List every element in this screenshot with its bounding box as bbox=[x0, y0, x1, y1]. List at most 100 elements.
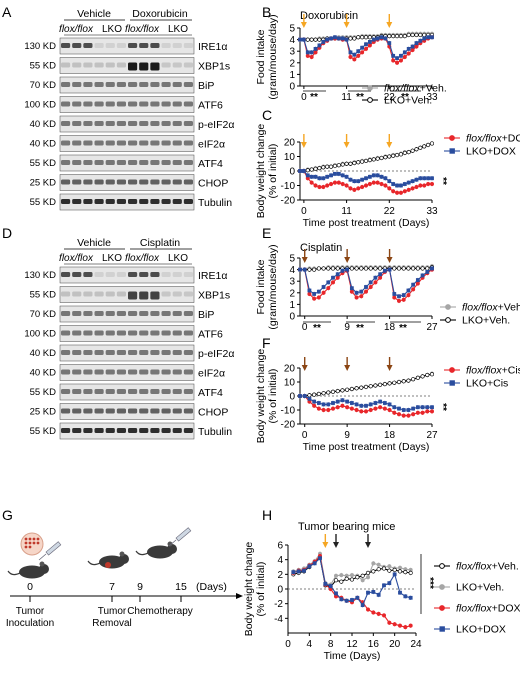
blot-band bbox=[172, 369, 182, 375]
panel-label-e: E bbox=[262, 225, 271, 241]
data-point bbox=[378, 382, 383, 387]
data-point bbox=[335, 399, 340, 404]
data-point bbox=[356, 49, 361, 54]
blot-band bbox=[183, 179, 193, 185]
timeline-tick-label: 9 bbox=[137, 581, 143, 593]
blot-band bbox=[161, 121, 171, 126]
blot-band bbox=[116, 140, 126, 146]
data-point bbox=[312, 403, 317, 408]
syringe-needle-icon bbox=[38, 553, 47, 561]
data-point bbox=[397, 569, 402, 574]
blot-band bbox=[150, 389, 160, 394]
mouse-body-icon bbox=[19, 565, 45, 579]
panel-label-a: A bbox=[2, 4, 12, 20]
data-point bbox=[392, 405, 397, 410]
blot-band bbox=[83, 350, 93, 355]
data-point bbox=[309, 174, 314, 179]
data-point bbox=[330, 406, 335, 411]
timeline-event: Tumor bbox=[98, 606, 127, 617]
data-point bbox=[371, 180, 376, 185]
blot-band bbox=[172, 140, 182, 146]
blot-strip bbox=[59, 383, 195, 401]
treatment-arrowhead bbox=[365, 542, 371, 548]
blot-band bbox=[116, 101, 126, 107]
blot-genotype-label: flox/flox bbox=[59, 24, 94, 35]
data-point bbox=[402, 54, 407, 59]
legend-label: LKO+DOX bbox=[456, 624, 506, 636]
tumor-cell-icon bbox=[32, 541, 36, 545]
blot-band bbox=[116, 350, 126, 355]
blot-band bbox=[72, 82, 82, 87]
data-point bbox=[356, 160, 361, 165]
blot-band bbox=[183, 121, 193, 126]
data-point bbox=[317, 37, 322, 42]
data-point bbox=[398, 190, 403, 195]
blot-band bbox=[83, 179, 93, 185]
y-tick-label: 1 bbox=[289, 70, 295, 81]
data-point bbox=[355, 595, 360, 600]
data-point bbox=[422, 183, 427, 188]
treatment-arrowhead bbox=[344, 365, 351, 371]
blot-band bbox=[139, 179, 149, 185]
data-point bbox=[360, 50, 365, 55]
x-tick-label: 33 bbox=[426, 92, 438, 103]
data-point bbox=[425, 266, 430, 271]
data-point bbox=[410, 48, 415, 53]
blot-band bbox=[61, 330, 71, 336]
y-axis-label: (gram/mouse/day) bbox=[267, 14, 279, 99]
blot-protein-label: CHOP bbox=[198, 407, 228, 419]
x-axis-label: Time (Days) bbox=[324, 650, 381, 662]
data-point bbox=[411, 412, 416, 417]
data-point bbox=[391, 153, 396, 158]
data-point bbox=[340, 388, 345, 393]
data-point bbox=[326, 266, 331, 271]
blot-band bbox=[61, 62, 71, 68]
blot-band bbox=[83, 43, 93, 48]
data-point bbox=[402, 150, 407, 155]
data-point bbox=[387, 407, 392, 412]
blot-band bbox=[183, 350, 193, 355]
blot-protein-label: IRE1α bbox=[198, 41, 227, 53]
data-point bbox=[336, 163, 341, 168]
blot-group-label: Doxorubicin bbox=[132, 8, 188, 20]
data-point bbox=[406, 378, 411, 383]
blot-genotype-label: flox/flox bbox=[125, 253, 160, 264]
data-point bbox=[406, 150, 411, 155]
data-point bbox=[313, 174, 318, 179]
significance-marker: ** bbox=[356, 92, 364, 103]
data-point bbox=[406, 187, 411, 192]
blot-band bbox=[94, 350, 104, 355]
blot-protein-label: ATF6 bbox=[198, 100, 223, 112]
blot-band bbox=[105, 408, 115, 414]
blot-strip bbox=[59, 76, 195, 94]
data-point bbox=[376, 567, 381, 572]
y-tick-label: 3 bbox=[289, 277, 295, 288]
blot-band bbox=[105, 291, 115, 297]
y-axis-label: Body weight change bbox=[255, 124, 267, 219]
blot-band bbox=[172, 121, 182, 126]
data-point bbox=[368, 407, 373, 412]
blot-band bbox=[72, 311, 82, 316]
blot-band bbox=[172, 179, 182, 185]
panel-label-d: D bbox=[2, 225, 12, 241]
blot-protein-label: XBP1s bbox=[198, 290, 230, 302]
blot-band bbox=[150, 101, 160, 107]
blot-band bbox=[161, 291, 171, 297]
data-point bbox=[376, 562, 381, 567]
data-point bbox=[373, 401, 378, 405]
data-point bbox=[375, 180, 380, 185]
data-point bbox=[406, 288, 411, 293]
data-point bbox=[336, 36, 341, 41]
data-point bbox=[313, 166, 318, 171]
blot-band bbox=[161, 160, 171, 165]
blot-band bbox=[105, 101, 115, 107]
blot-band bbox=[139, 428, 149, 433]
syringe-icon bbox=[45, 541, 62, 556]
legend-label: flox/flox+DOX bbox=[466, 133, 520, 145]
data-point bbox=[340, 268, 345, 273]
data-point bbox=[305, 37, 310, 42]
data-point bbox=[398, 58, 403, 63]
data-point bbox=[333, 35, 337, 40]
data-point bbox=[348, 36, 353, 41]
